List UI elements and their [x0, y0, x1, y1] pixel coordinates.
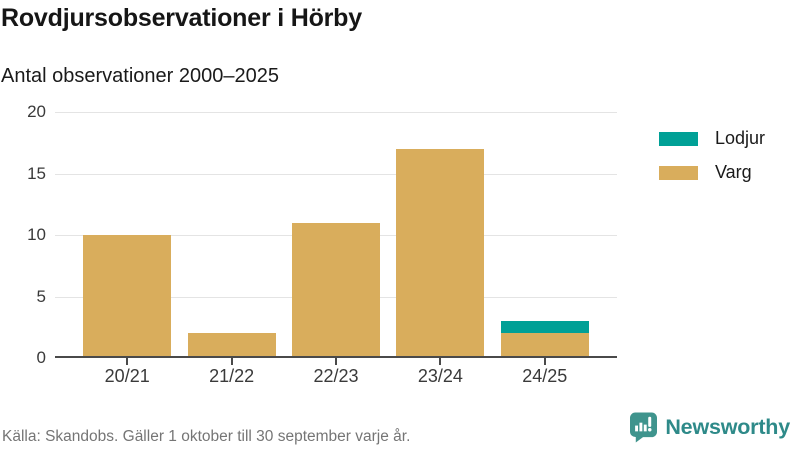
bar-varg-23-24 — [396, 148, 485, 358]
x-axis-label-23-24: 23/24 — [417, 366, 463, 386]
x-axis-label-21-22: 21/22 — [209, 366, 255, 386]
newsworthy-logo-icon — [630, 412, 658, 443]
gridline-y-20 — [55, 112, 617, 113]
x-axis-label-22-23: 22/23 — [313, 366, 359, 386]
x-axis-line — [55, 356, 617, 358]
bar-varg-21-22 — [187, 333, 276, 358]
x-axis-tick-20-21 — [126, 358, 129, 365]
legend-label-lodjur: Lodjur — [715, 128, 766, 148]
bar-varg-20-21 — [83, 235, 172, 358]
source-note: Källa: Skandobs. Gäller 1 oktober till 3… — [2, 428, 411, 445]
legend-item-varg: Varg — [659, 162, 765, 183]
newsworthy-brand-link[interactable]: Newsworthy — [630, 412, 790, 443]
y-axis-label-20: 20 — [27, 102, 46, 121]
y-axis-label-10: 10 — [27, 225, 46, 244]
legend-label-varg: Varg — [715, 162, 752, 182]
legend-swatch-varg — [659, 165, 698, 180]
bar-lodjur-24-25 — [500, 321, 589, 334]
x-axis-label-24-25: 24/25 — [522, 366, 568, 386]
y-axis-label-5: 5 — [36, 286, 46, 306]
gridline-y-15 — [55, 173, 617, 175]
x-axis-tick-23-24 — [439, 358, 442, 365]
y-axis-label-15: 15 — [27, 163, 46, 183]
chart-subtitle: Antal observationer 2000–2025 — [1, 65, 279, 87]
x-axis-tick-21-22 — [230, 358, 233, 365]
page-title: Rovdjursobservationer i Hörby — [1, 4, 362, 32]
y-axis-label-0: 0 — [36, 348, 46, 367]
bar-chart-plot-area — [55, 112, 617, 358]
chart-legend: Lodjur Varg — [659, 128, 765, 196]
legend-item-lodjur: Lodjur — [659, 128, 765, 149]
x-axis-label-20-21: 20/21 — [104, 366, 150, 386]
bar-varg-24-25 — [500, 333, 589, 358]
legend-swatch-lodjur — [659, 131, 698, 146]
newsworthy-wordmark: Newsworthy — [665, 415, 790, 439]
bar-varg-22-23 — [292, 222, 380, 358]
x-axis-tick-22-23 — [335, 358, 337, 365]
x-axis-tick-24-25 — [543, 358, 546, 365]
